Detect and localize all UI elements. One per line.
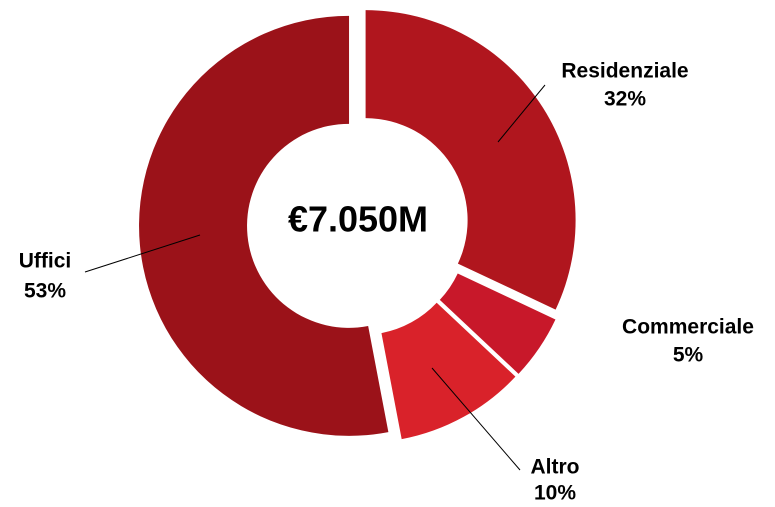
donut-slice [381, 302, 516, 440]
slice-value-label: 10% [534, 482, 576, 505]
slice-label: Altro [531, 456, 580, 479]
slice-value-label: 32% [604, 88, 646, 111]
slice-label: Uffici [19, 250, 72, 273]
leader-line [497, 84, 546, 143]
slice-value-label: 5% [673, 344, 704, 367]
leader-line [431, 367, 521, 471]
donut-slice [365, 10, 576, 310]
leader-line [84, 234, 201, 273]
slice-label: Commerciale [622, 316, 754, 339]
donut-slice [139, 15, 389, 436]
donut-slice [439, 273, 556, 374]
slice-label: Residenziale [561, 60, 688, 83]
center-label: €7.050M [288, 199, 428, 240]
slice-value-label: 53% [24, 280, 66, 303]
